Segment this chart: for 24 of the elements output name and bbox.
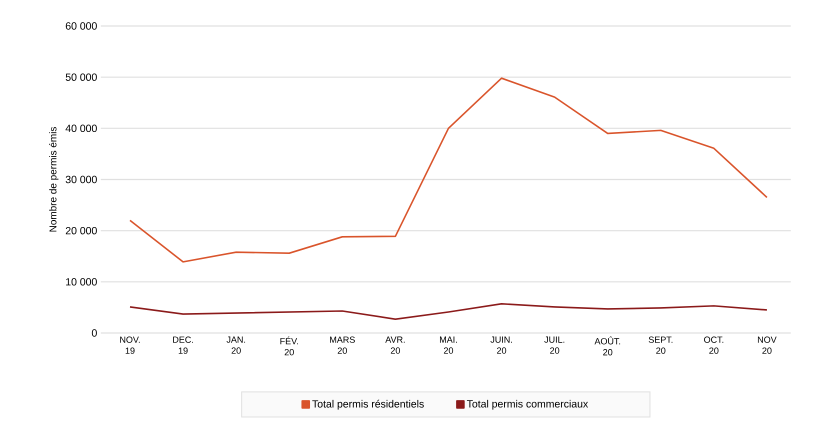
x-tick-label: MARS 20 — [330, 336, 355, 354]
x-tick-label: AOÛT. 20 — [594, 336, 620, 356]
x-tick-label: NOV. 19 — [120, 336, 140, 354]
x-tick-label: OCT. 20 — [704, 336, 724, 354]
x-tick-label: JUIN. 20 — [490, 336, 512, 354]
legend-label: Total permis commerciaux — [466, 400, 588, 410]
x-tick-label: DEC. 19 — [173, 336, 193, 354]
line-series — [129, 77, 768, 263]
y-tick-label: 20 000 — [66, 226, 97, 234]
x-tick-label: SEPT. 20 — [648, 336, 672, 354]
x-tick-label: AVR. 20 — [385, 336, 405, 354]
y-axis-title: Nombre de permis émis — [49, 127, 58, 232]
x-tick-label: MAI. 20 — [440, 336, 457, 354]
y-tick-label: 0 — [92, 329, 97, 337]
legend-label: Total permis résidentiels — [312, 400, 424, 410]
x-tick-label: NOV 20 — [758, 336, 777, 354]
y-tick-label: 10 000 — [66, 278, 97, 286]
y-tick-label: 60 000 — [66, 22, 97, 30]
x-tick-label: JUIL. 20 — [544, 336, 564, 354]
y-tick-label: 50 000 — [66, 73, 97, 81]
y-tick-label: 30 000 — [66, 176, 97, 184]
y-tick-label: 40 000 — [66, 124, 97, 132]
x-tick-label: FÉV. 20 — [280, 336, 298, 356]
x-tick-label: JAN. 20 — [226, 336, 246, 354]
